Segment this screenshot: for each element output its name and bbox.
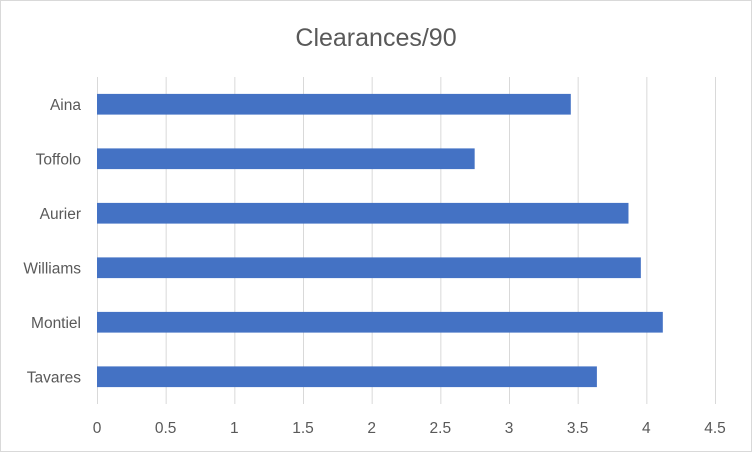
category-label: Williams (23, 260, 81, 277)
bar-montiel (97, 311, 663, 333)
x-tick-label: 4 (642, 420, 651, 437)
x-tick-label: 1 (230, 420, 239, 437)
x-tick-label: 2.5 (430, 420, 452, 437)
category-label: Montiel (31, 315, 81, 332)
x-tick-label: 3.5 (567, 420, 589, 437)
category-label: Aurier (40, 206, 81, 223)
category-label: Aina (50, 97, 81, 114)
x-tick-label: 1.5 (292, 420, 314, 437)
bar-tavares (97, 366, 597, 388)
bars (97, 93, 663, 388)
category-label: Tavares (27, 369, 82, 386)
chart-title: Clearances/90 (295, 24, 456, 52)
bar-toffolo (97, 148, 475, 170)
x-tick-label: 3 (505, 420, 514, 437)
category-axis-labels: Aina Toffolo Aurier Williams Montiel Tavares (23, 97, 81, 387)
value-axis-labels: 0 0.5 1 1.5 2 2.5 3 3.5 4 4.5 (93, 420, 726, 437)
bar-aurier (97, 202, 629, 224)
bar-williams (97, 257, 641, 279)
x-tick-label: 0.5 (155, 420, 177, 437)
gridlines (97, 77, 716, 404)
bar-aina (97, 93, 571, 115)
x-tick-label: 2 (367, 420, 376, 437)
x-tick-label: 4.5 (704, 420, 726, 437)
category-label: Toffolo (36, 151, 81, 168)
x-tick-label: 0 (93, 420, 102, 437)
